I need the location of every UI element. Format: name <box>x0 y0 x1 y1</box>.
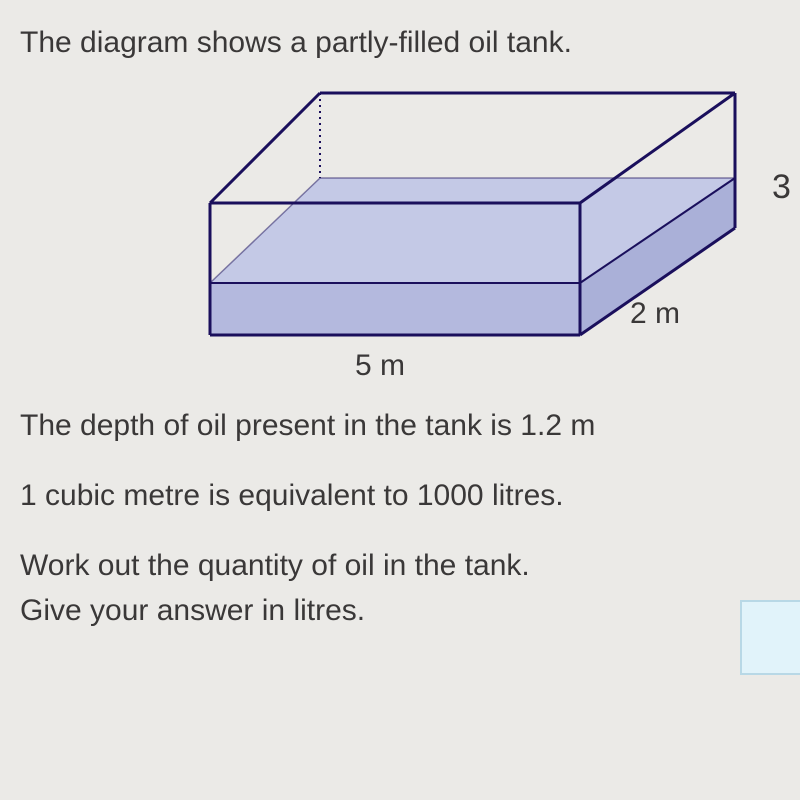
question-block: Work out the quantity of oil in the tank… <box>20 543 800 633</box>
edge-top-left-diag <box>210 93 320 203</box>
tank-diagram: 5 m 2 m 3 <box>190 73 750 383</box>
conversion-statement: 1 cubic metre is equivalent to 1000 litr… <box>20 473 800 518</box>
answer-input-box[interactable] <box>740 600 800 675</box>
depth-label: 2 m <box>630 297 680 331</box>
oil-front-face <box>210 283 580 335</box>
height-label: 3 <box>772 168 791 207</box>
question-line-2: Give your answer in litres. <box>20 588 800 633</box>
question-line-1: Work out the quantity of oil in the tank… <box>20 543 800 588</box>
depth-statement: The depth of oil present in the tank is … <box>20 403 800 448</box>
problem-title: The diagram shows a partly-filled oil ta… <box>20 20 800 65</box>
width-label: 5 m <box>355 349 405 383</box>
